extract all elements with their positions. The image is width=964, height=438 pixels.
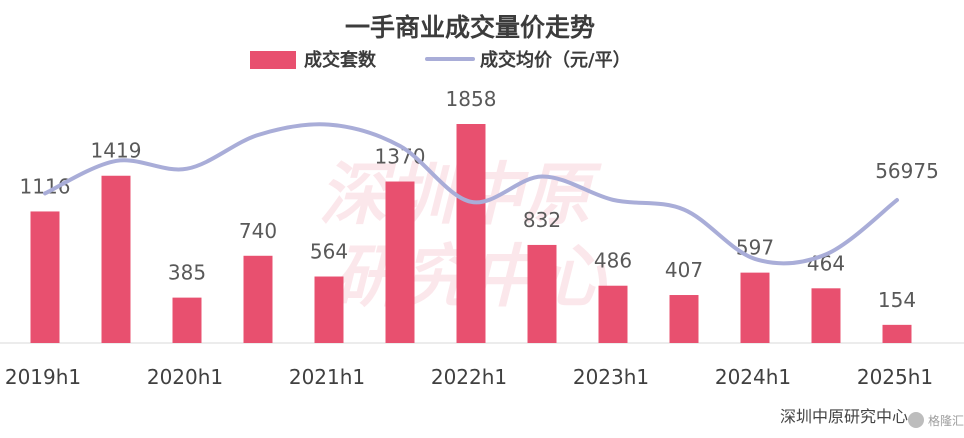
bar-2023h1 <box>598 285 628 343</box>
bar-2019h1 <box>30 211 60 343</box>
legend-swatch-bar <box>250 51 296 69</box>
logo-icon <box>908 412 924 428</box>
bar-2019h2 <box>101 175 131 343</box>
legend-label-bar: 成交套数 <box>304 49 377 71</box>
bar-value-label: 385 <box>168 261 206 285</box>
legend-label-line: 成交均价（元/平） <box>480 49 631 71</box>
line-value-labels: 56975 <box>875 159 939 183</box>
x-tick-label: 2025h1 <box>857 365 933 389</box>
x-tick-label: 2021h1 <box>289 365 365 389</box>
bar-2022h1 <box>456 124 486 343</box>
bar-2021h1 <box>314 276 344 343</box>
x-tick-label: 2024h1 <box>715 365 791 389</box>
bar-value-label: 564 <box>310 240 348 264</box>
bar-2020h2 <box>243 255 273 343</box>
source-label: 深圳中原研究中心 <box>780 407 908 426</box>
x-tick-label: 2020h1 <box>147 365 223 389</box>
bar-value-label: 597 <box>736 236 774 260</box>
x-tick-label: 2022h1 <box>431 365 507 389</box>
bar-2021h2 <box>385 181 415 343</box>
price-line <box>43 122 899 266</box>
bar-value-label: 1858 <box>446 87 497 111</box>
bar-value-label: 740 <box>239 219 277 243</box>
bar-2024h2 <box>811 288 841 343</box>
corner-logo: 格隆汇 <box>908 412 964 428</box>
bar-2024h1 <box>740 272 770 343</box>
bar-2023h2 <box>669 295 699 343</box>
legend: 成交套数 成交均价（元/平） <box>250 49 631 71</box>
bar-series <box>30 124 912 343</box>
bar-value-label: 407 <box>665 258 703 282</box>
chart-title: 一手商业成交量价走势 <box>345 13 595 42</box>
bar-2022h2 <box>527 244 557 343</box>
logo-text: 格隆汇 <box>928 413 964 428</box>
bar-value-label: 1419 <box>91 139 142 163</box>
x-tick-label: 2019h1 <box>5 365 81 389</box>
bar-value-label: 832 <box>523 208 561 232</box>
x-tick-label: 2023h1 <box>573 365 649 389</box>
bar-2025h1 <box>882 324 912 343</box>
x-tick-labels: 2019h1 2020h1 2021h1 2022h1 2023h1 2024h1 2025… <box>5 365 933 389</box>
bar-value-label: 154 <box>878 288 916 312</box>
bar-value-label: 486 <box>594 249 632 273</box>
bar-2020h1 <box>172 297 202 343</box>
line-value-label: 56975 <box>875 159 939 183</box>
